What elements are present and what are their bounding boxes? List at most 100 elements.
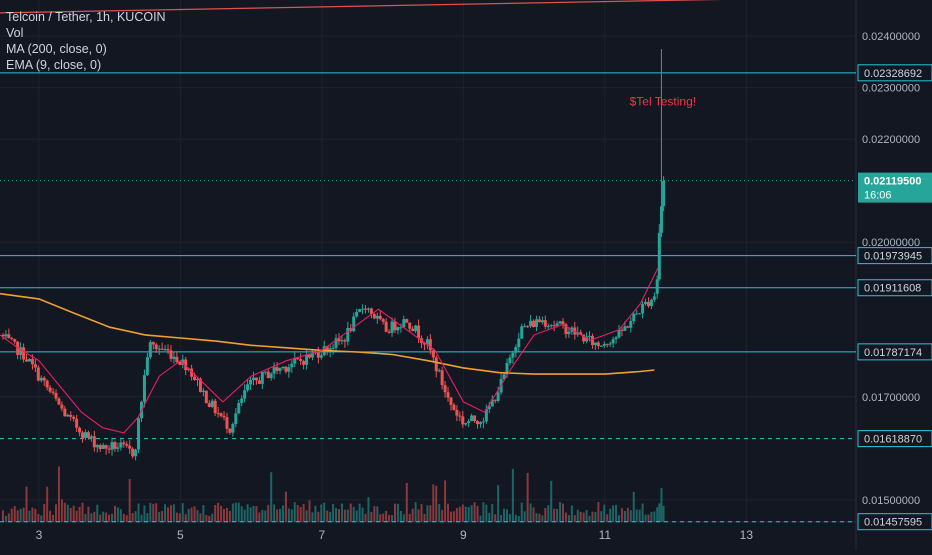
volume-bar [388,515,391,522]
volume-bar [264,510,267,522]
volume-bar [296,505,299,522]
volume-bar [161,510,164,522]
volume-bar [10,508,13,522]
volume-bar [175,512,178,522]
candle-body [254,377,258,381]
candle-body [655,279,659,294]
candle-body [473,415,477,422]
vol-indicator-label[interactable]: Vol [6,26,24,40]
volume-bar [205,514,208,522]
volume-bar [293,502,296,522]
candle-body [48,387,52,392]
candle-body [555,323,559,326]
volume-bar [228,510,231,522]
candle-body [60,404,64,409]
candle-body [131,448,135,457]
volume-bar [323,502,326,522]
volume-bar [258,512,261,522]
volume-bar [63,502,66,522]
candle-body [337,338,341,342]
volume-bar [488,512,491,522]
candle-body [579,332,583,335]
candle-body [611,339,615,344]
volume-bar [500,515,503,522]
volume-bar [591,511,594,522]
volume-bar [479,515,482,522]
volume-bar [393,503,396,522]
volume-bar [615,504,618,522]
candle-body [101,445,105,449]
candle-body [564,324,568,335]
ma200-line [0,292,655,375]
volume-bar [237,502,240,522]
volume-bar [391,515,394,522]
candle-body [461,416,465,425]
candle-body [638,313,642,315]
volume-bar [556,508,559,522]
candle-body [89,436,93,438]
volume-bar [19,508,22,522]
candle-body [449,397,453,405]
volume-bar [541,515,544,522]
volume-bar [547,505,550,522]
volume-bar [193,506,196,522]
candle-body [396,327,400,331]
volume-bar [317,511,320,522]
volume-bar [399,510,402,522]
volume-bar [408,513,411,522]
volume-bar [511,468,514,522]
candle-body [69,414,73,417]
candle-body [95,445,99,448]
volume-bar [4,515,7,522]
symbol-title[interactable]: Telcoin / Tether, 1h, KUCOIN [6,10,166,24]
volume-bar [143,505,146,522]
volume-bar [629,510,632,522]
volume-bar [361,507,364,522]
candle-body [278,368,282,371]
volume-bar [364,513,367,522]
volume-bar [184,514,187,522]
volume-bar [352,506,355,522]
price-tick-label: 0.02300000 [862,83,920,95]
volume-bar [105,512,108,522]
volume-bar [281,505,284,522]
candle-body [532,320,536,328]
candle-body [455,409,459,416]
price-tick-label: 0.02400000 [862,31,920,43]
ma-indicator-label[interactable]: MA (200, close, 0) [6,42,107,56]
volume-bar [49,510,52,522]
volume-bar [606,514,609,522]
level-price-label: 0.01457595 [864,517,922,529]
volume-bar [158,511,161,522]
volume-bar [72,505,75,522]
volume-bar [641,503,644,522]
candle-body [343,340,347,342]
time-tick-label: 11 [599,528,612,542]
candle-body [27,358,31,362]
candle-body [381,319,385,322]
volume-bar [211,513,214,522]
candle-body [452,404,456,410]
volume-bar [55,504,58,522]
volume-bar [618,515,621,522]
volume-bar [382,513,385,522]
ema-indicator-label[interactable]: EMA (9, close, 0) [6,58,102,72]
volume-bar [405,482,408,522]
candle-body [425,339,429,345]
volume-bar [520,502,523,522]
volume-bar [337,509,340,522]
volume-bar [343,509,346,522]
volume-bar [187,509,190,522]
candle-body [657,232,661,280]
candle-body [142,375,146,402]
candle-body [434,357,438,372]
candle-body [216,413,220,415]
candle-body [269,373,273,379]
candle-body [361,308,365,310]
candle-body [178,362,182,365]
volume-bar [78,506,81,522]
candle-body [78,427,82,433]
candle-body [293,357,297,364]
